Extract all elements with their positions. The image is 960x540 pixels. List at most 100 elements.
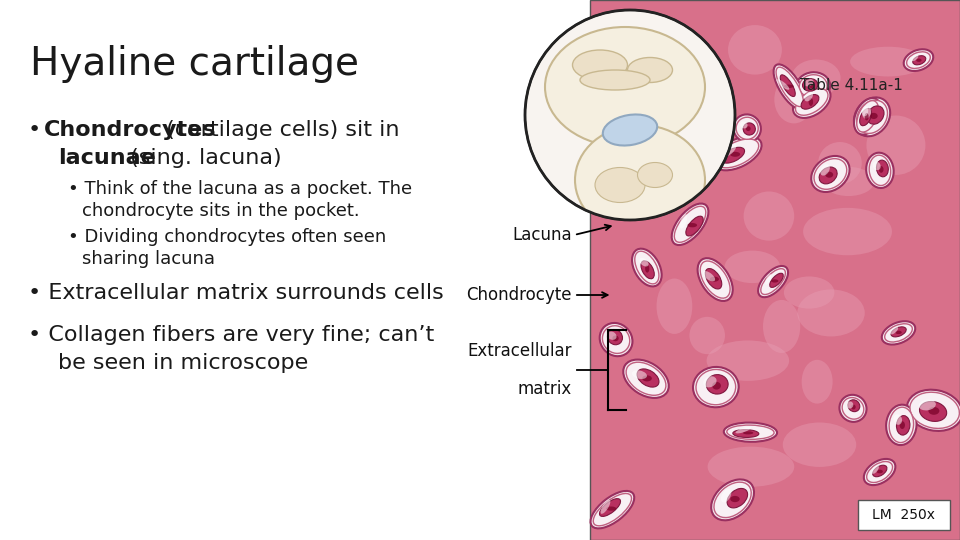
Ellipse shape xyxy=(897,416,910,435)
Ellipse shape xyxy=(646,34,671,52)
Ellipse shape xyxy=(777,79,789,90)
Ellipse shape xyxy=(852,404,855,409)
Ellipse shape xyxy=(706,268,722,289)
Ellipse shape xyxy=(743,431,754,434)
Ellipse shape xyxy=(732,430,758,437)
Ellipse shape xyxy=(820,164,829,176)
Ellipse shape xyxy=(870,113,877,119)
Text: Extracellular: Extracellular xyxy=(468,342,572,360)
Ellipse shape xyxy=(637,369,659,387)
Ellipse shape xyxy=(860,109,872,126)
Ellipse shape xyxy=(677,77,732,117)
Ellipse shape xyxy=(876,160,888,177)
Ellipse shape xyxy=(872,465,879,474)
Ellipse shape xyxy=(903,49,933,71)
Ellipse shape xyxy=(885,324,912,342)
Ellipse shape xyxy=(873,161,880,170)
Ellipse shape xyxy=(545,27,705,147)
Ellipse shape xyxy=(636,28,681,61)
Ellipse shape xyxy=(703,376,716,387)
Text: Chondrocyte: Chondrocyte xyxy=(467,286,572,304)
Ellipse shape xyxy=(919,400,936,410)
Ellipse shape xyxy=(698,258,732,301)
Ellipse shape xyxy=(818,142,862,184)
Text: Lacuna: Lacuna xyxy=(513,226,572,244)
Ellipse shape xyxy=(632,248,661,286)
Text: • Extracellular matrix surrounds cells: • Extracellular matrix surrounds cells xyxy=(28,283,444,303)
Ellipse shape xyxy=(763,300,801,353)
Ellipse shape xyxy=(842,397,864,419)
Text: • Dividing chondrocytes often seen: • Dividing chondrocytes often seen xyxy=(68,228,386,246)
Ellipse shape xyxy=(687,87,705,97)
Ellipse shape xyxy=(727,425,774,439)
Ellipse shape xyxy=(635,251,659,284)
Ellipse shape xyxy=(882,321,915,345)
Ellipse shape xyxy=(687,89,714,108)
Ellipse shape xyxy=(774,64,805,110)
Ellipse shape xyxy=(854,98,881,134)
Ellipse shape xyxy=(632,370,647,379)
Ellipse shape xyxy=(864,459,896,485)
Text: Chondrocytes: Chondrocytes xyxy=(44,120,217,140)
Ellipse shape xyxy=(804,208,892,255)
Ellipse shape xyxy=(708,447,794,487)
Ellipse shape xyxy=(680,80,728,114)
Text: lacunae: lacunae xyxy=(58,148,156,168)
Ellipse shape xyxy=(823,167,875,196)
Ellipse shape xyxy=(847,401,853,409)
Ellipse shape xyxy=(801,94,819,109)
Ellipse shape xyxy=(819,167,837,184)
Ellipse shape xyxy=(792,59,841,96)
Ellipse shape xyxy=(896,330,901,334)
Ellipse shape xyxy=(728,25,781,75)
Ellipse shape xyxy=(693,367,738,407)
Ellipse shape xyxy=(780,75,795,97)
Ellipse shape xyxy=(637,163,673,187)
Ellipse shape xyxy=(928,407,940,415)
Ellipse shape xyxy=(642,375,652,381)
Circle shape xyxy=(525,10,735,220)
Ellipse shape xyxy=(725,144,736,156)
Ellipse shape xyxy=(862,106,868,116)
Ellipse shape xyxy=(600,323,633,356)
Ellipse shape xyxy=(731,496,740,502)
Ellipse shape xyxy=(626,362,666,395)
Ellipse shape xyxy=(651,157,684,184)
Ellipse shape xyxy=(634,26,684,64)
Ellipse shape xyxy=(796,89,828,115)
Ellipse shape xyxy=(894,414,902,425)
Ellipse shape xyxy=(811,156,850,192)
Ellipse shape xyxy=(796,72,830,100)
Ellipse shape xyxy=(920,402,947,421)
Ellipse shape xyxy=(607,332,616,340)
Ellipse shape xyxy=(733,114,761,142)
Ellipse shape xyxy=(628,57,673,83)
Ellipse shape xyxy=(804,79,814,86)
Ellipse shape xyxy=(712,382,721,389)
Ellipse shape xyxy=(856,100,887,133)
Ellipse shape xyxy=(593,494,632,526)
Ellipse shape xyxy=(783,85,794,88)
Ellipse shape xyxy=(740,122,748,129)
Ellipse shape xyxy=(916,58,922,62)
Ellipse shape xyxy=(865,113,869,120)
Ellipse shape xyxy=(867,106,884,124)
Ellipse shape xyxy=(641,261,655,279)
Text: chondrocyte sits in the pocket.: chondrocyte sits in the pocket. xyxy=(82,202,360,220)
Ellipse shape xyxy=(886,404,917,445)
Ellipse shape xyxy=(680,214,687,228)
Text: • Collagen fibers are very fine; can’t: • Collagen fibers are very fine; can’t xyxy=(28,325,434,345)
Ellipse shape xyxy=(866,153,894,188)
Ellipse shape xyxy=(689,317,725,354)
Ellipse shape xyxy=(735,427,752,434)
Ellipse shape xyxy=(648,154,687,186)
Ellipse shape xyxy=(910,392,959,428)
Ellipse shape xyxy=(867,462,893,482)
Ellipse shape xyxy=(804,91,813,102)
Ellipse shape xyxy=(770,273,783,287)
Ellipse shape xyxy=(721,489,732,503)
Ellipse shape xyxy=(913,56,925,65)
Ellipse shape xyxy=(797,289,865,336)
Ellipse shape xyxy=(707,340,789,381)
Ellipse shape xyxy=(730,152,740,157)
